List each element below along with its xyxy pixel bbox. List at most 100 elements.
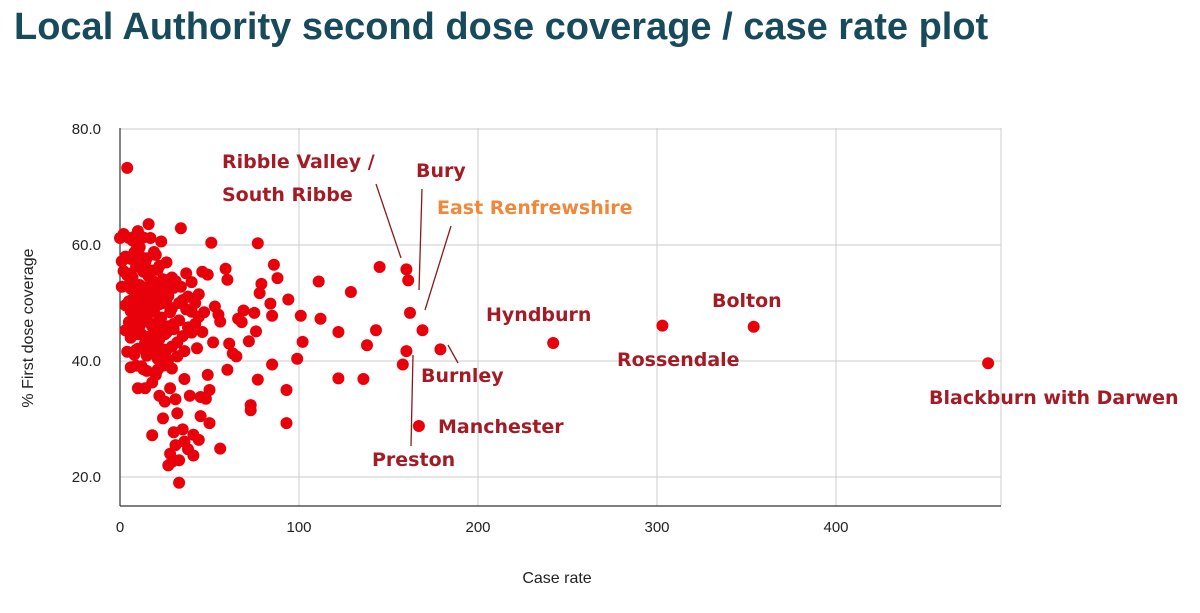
data-point — [244, 399, 257, 412]
data-point — [266, 358, 279, 371]
data-point — [140, 281, 153, 294]
data-point — [124, 267, 137, 280]
data-point — [148, 305, 160, 318]
data-point — [396, 358, 409, 371]
point-annotation: Manchester — [438, 416, 564, 438]
data-point — [146, 320, 159, 333]
data-point — [153, 353, 166, 366]
data-point — [114, 232, 126, 244]
data-point — [183, 389, 196, 402]
data-point — [373, 261, 386, 273]
data-point — [178, 373, 191, 385]
data-point — [124, 361, 137, 374]
leader-line — [447, 344, 459, 364]
x-tick-label: 300 — [644, 519, 669, 536]
data-point — [162, 459, 175, 472]
data-point — [314, 312, 327, 325]
leader-line — [410, 354, 414, 447]
data-point — [173, 314, 186, 327]
data-point — [146, 264, 159, 277]
data-point — [185, 276, 198, 289]
data-point — [185, 326, 198, 339]
data-point — [137, 363, 150, 376]
leader-line — [424, 225, 452, 311]
data-point — [404, 306, 416, 319]
data-point — [248, 306, 261, 319]
data-point — [135, 262, 148, 275]
point-annotation: Bolton — [712, 290, 782, 312]
data-point — [402, 274, 415, 287]
data-point — [167, 426, 180, 439]
y-tick-label: 20.0 — [72, 469, 101, 486]
data-point — [149, 248, 162, 261]
x-tick-label: 0 — [116, 519, 124, 536]
y-tick-labels: 20.0 40.0 60.0 80.0 — [72, 121, 101, 486]
data-point — [207, 336, 220, 349]
point-annotation: Hyndburn — [486, 304, 591, 326]
data-point — [169, 393, 182, 406]
data-point — [400, 263, 413, 276]
y-tick-label: 80.0 — [72, 121, 101, 138]
data-point — [196, 265, 209, 278]
data-point — [171, 407, 184, 420]
data-point — [162, 353, 175, 366]
data-point — [201, 368, 214, 381]
data-point — [178, 345, 191, 358]
data-point — [157, 412, 169, 425]
data-point — [176, 423, 189, 436]
data-point — [332, 326, 345, 338]
data-point — [153, 389, 166, 402]
y-tick-label: 40.0 — [72, 353, 101, 370]
data-point — [133, 302, 146, 315]
data-point — [267, 258, 280, 271]
data-point — [180, 267, 193, 280]
data-point — [271, 272, 284, 285]
data-point — [547, 337, 560, 349]
data-point — [196, 326, 209, 338]
data-point — [253, 287, 266, 300]
point-annotations: Blackburn with Darwen Bolton Rossendale Hyn… — [222, 151, 1179, 471]
data-point — [131, 328, 144, 341]
data-point — [203, 417, 216, 430]
data-point — [164, 447, 177, 460]
data-point — [194, 391, 207, 403]
data-point — [165, 340, 178, 353]
data-point — [434, 343, 447, 356]
annotation-leader-lines — [375, 183, 459, 447]
point-annotation: Bury — [416, 160, 466, 182]
data-point — [251, 237, 264, 250]
data-point — [130, 244, 143, 257]
data-point — [291, 352, 304, 365]
data-point — [189, 297, 202, 309]
data-point — [187, 428, 200, 441]
data-point — [164, 306, 177, 319]
data-point — [344, 286, 357, 298]
data-point — [400, 345, 413, 358]
data-point — [126, 293, 139, 306]
data-point — [130, 344, 143, 356]
data-point — [128, 230, 141, 243]
data-point — [280, 384, 293, 396]
data-point — [656, 319, 669, 332]
data-point — [121, 345, 134, 358]
point-annotation: Burnley — [421, 365, 504, 387]
data-point — [332, 372, 345, 385]
gridlines — [120, 128, 1002, 506]
data-point — [174, 222, 187, 235]
data-point — [982, 357, 995, 370]
data-point — [264, 297, 277, 310]
page-title: Local Authority second dose coverage / c… — [14, 6, 989, 48]
point-annotation: Rossendale — [617, 349, 740, 371]
data-point — [232, 312, 245, 325]
data-point — [747, 320, 760, 333]
y-axis-title: % First dose coverage — [20, 248, 37, 407]
data-point — [160, 277, 173, 290]
data-point — [122, 279, 135, 291]
data-point — [250, 325, 262, 338]
data-point — [214, 442, 227, 455]
data-point — [167, 323, 180, 336]
data-point — [357, 373, 370, 385]
x-axis-title: Case rate — [522, 570, 591, 587]
data-points — [114, 161, 995, 489]
